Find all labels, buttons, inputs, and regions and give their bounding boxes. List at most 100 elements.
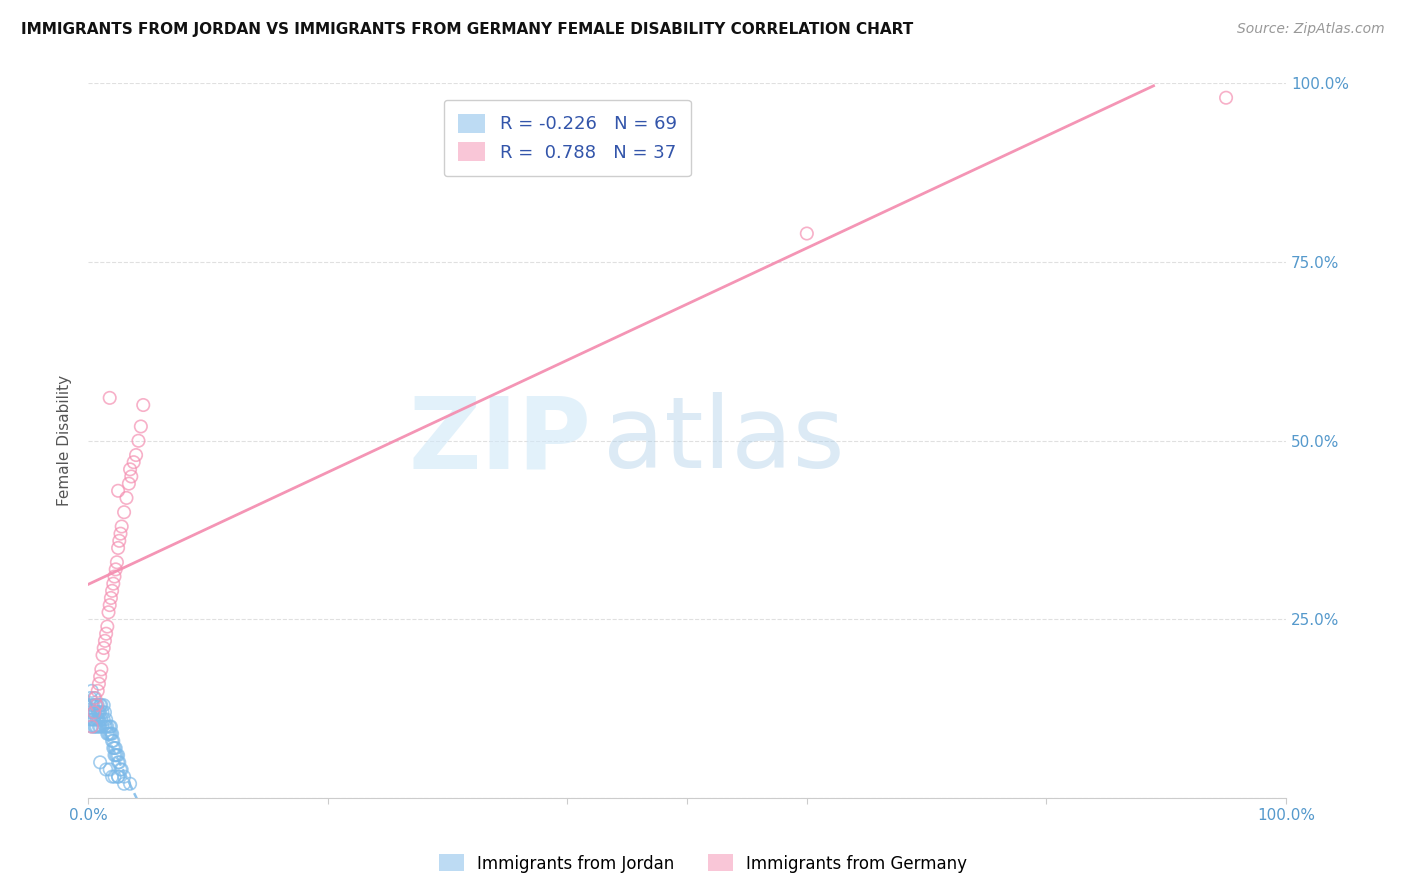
Point (83, 706, 105, 720)
Point (80, 720, 103, 734)
Point (83, 720, 105, 734)
Point (94, 720, 117, 734)
Point (89, 698, 111, 713)
Text: IMMIGRANTS FROM JORDAN VS IMMIGRANTS FROM GERMANY FEMALE DISABILITY CORRELATION : IMMIGRANTS FROM JORDAN VS IMMIGRANTS FRO… (21, 22, 914, 37)
Point (111, 763, 134, 777)
Point (87, 706, 110, 720)
Point (82, 713, 104, 727)
Point (94, 706, 117, 720)
Point (96, 720, 118, 734)
Point (89, 720, 111, 734)
Point (86, 720, 108, 734)
Point (103, 569, 125, 583)
Point (89, 669, 111, 683)
Point (104, 748, 127, 763)
Point (87, 720, 110, 734)
Point (104, 741, 127, 756)
Point (129, 419, 152, 434)
Legend: Immigrants from Jordan, Immigrants from Germany: Immigrants from Jordan, Immigrants from … (432, 847, 974, 880)
Point (94, 720, 117, 734)
Point (84, 698, 107, 713)
Point (107, 748, 129, 763)
Point (80, 684, 103, 698)
Point (90, 698, 112, 713)
Point (93, 698, 115, 713)
Point (103, 748, 125, 763)
Point (132, 398, 155, 412)
Point (103, 741, 125, 756)
Point (83, 691, 105, 706)
Point (90, 662, 112, 676)
Point (120, 462, 142, 476)
Point (105, 555, 128, 569)
Point (79, 691, 101, 706)
Point (100, 720, 122, 734)
Point (110, 526, 132, 541)
Point (107, 770, 129, 784)
Point (107, 770, 129, 784)
Point (97, 727, 120, 741)
Point (98, 763, 121, 777)
Point (127, 434, 149, 448)
Point (103, 734, 125, 748)
Point (112, 505, 135, 519)
Point (115, 491, 138, 505)
Point (89, 756, 111, 770)
Point (104, 562, 127, 576)
Point (101, 770, 124, 784)
Point (87, 713, 110, 727)
Point (86, 698, 108, 713)
Point (91, 720, 114, 734)
Point (108, 533, 131, 548)
Point (111, 519, 134, 533)
Point (107, 756, 129, 770)
Point (100, 727, 122, 741)
Point (100, 591, 122, 605)
Point (796, 227, 818, 241)
Point (96, 619, 118, 633)
Point (89, 706, 111, 720)
Point (118, 476, 141, 491)
Point (110, 763, 132, 777)
Y-axis label: Female Disability: Female Disability (58, 376, 72, 507)
Point (120, 777, 142, 791)
Text: ZIP: ZIP (408, 392, 592, 489)
Point (107, 541, 129, 555)
Point (125, 448, 148, 462)
Point (108, 756, 131, 770)
Point (107, 483, 129, 498)
Point (87, 713, 110, 727)
Point (87, 706, 110, 720)
Point (93, 640, 115, 655)
Point (82, 706, 104, 720)
Point (87, 684, 110, 698)
Point (86, 713, 108, 727)
Point (120, 469, 142, 483)
Legend: R = -0.226   N = 69, R =  0.788   N = 37: R = -0.226 N = 69, R = 0.788 N = 37 (443, 100, 690, 177)
Point (98, 727, 121, 741)
Point (90, 713, 112, 727)
Point (91, 706, 114, 720)
Point (87, 677, 110, 691)
Point (79, 713, 101, 727)
Point (79, 706, 101, 720)
Point (84, 720, 107, 734)
Point (87, 698, 110, 713)
Point (82, 698, 104, 713)
Text: atlas: atlas (603, 392, 845, 489)
Point (91, 648, 114, 662)
Point (112, 770, 135, 784)
Point (83, 713, 105, 727)
Point (84, 706, 107, 720)
Point (86, 698, 108, 713)
Point (105, 748, 128, 763)
Point (94, 763, 117, 777)
Point (94, 633, 117, 648)
Text: Source: ZipAtlas.com: Source: ZipAtlas.com (1237, 22, 1385, 37)
Point (112, 777, 135, 791)
Point (96, 727, 118, 741)
Point (94, 626, 117, 640)
Point (101, 583, 124, 598)
Point (83, 706, 105, 720)
Point (103, 741, 125, 756)
